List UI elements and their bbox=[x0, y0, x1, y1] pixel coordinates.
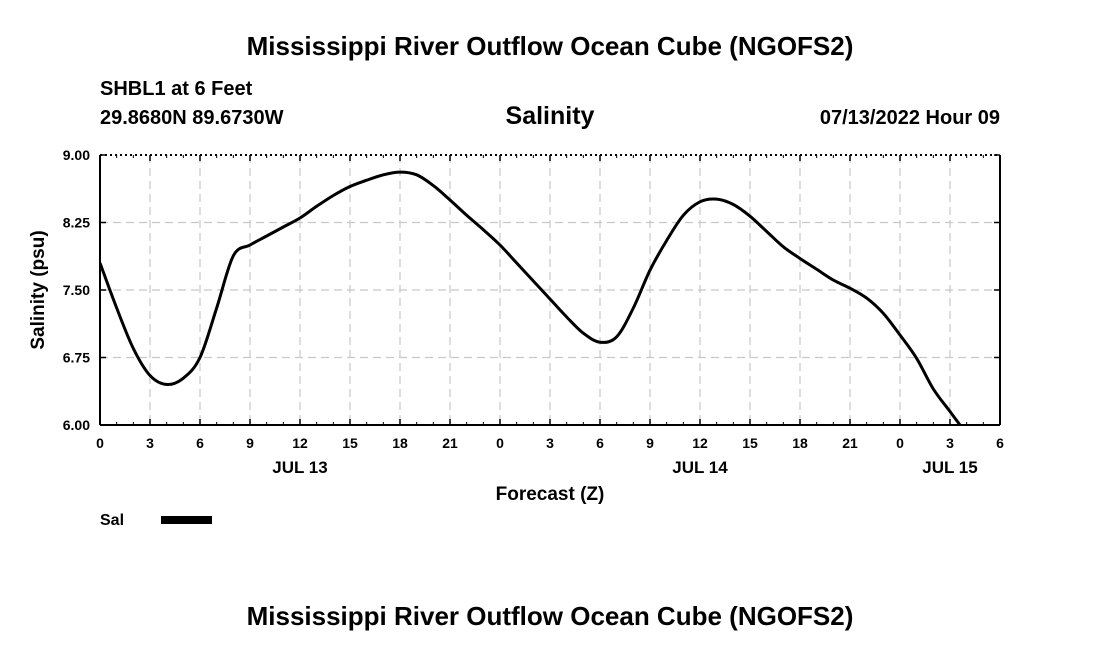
x-tick-label: 12 bbox=[692, 435, 708, 451]
x-tick-label: 3 bbox=[946, 435, 954, 451]
x-tick-label: 21 bbox=[842, 435, 858, 451]
forecast-datetime: 07/13/2022 Hour 09 bbox=[820, 107, 1000, 129]
axes: 0 3 6 9 12 15 18 21 0 3 6 9 12 15 18 21 0 3 6 6.00 6.75 7.50 8… bbox=[63, 147, 1004, 477]
x-tick-label: 0 bbox=[96, 435, 104, 451]
x-tick-label: 21 bbox=[442, 435, 458, 451]
footer-title: Mississippi River Outflow Ocean Cube (NG… bbox=[247, 601, 854, 631]
x-tick-label: 6 bbox=[996, 435, 1004, 451]
x-axis-label: Forecast (Z) bbox=[496, 484, 605, 505]
x-tick-label: 6 bbox=[196, 435, 204, 451]
x-tick-label: 9 bbox=[246, 435, 254, 451]
legend-swatch bbox=[161, 516, 212, 524]
y-tick-label: 6.75 bbox=[63, 350, 90, 366]
x-tick-label: 9 bbox=[646, 435, 654, 451]
legend-label: Sal bbox=[100, 512, 124, 529]
x-tick-label: 0 bbox=[896, 435, 904, 451]
grid bbox=[100, 155, 1000, 425]
y-tick-label: 6.00 bbox=[63, 417, 90, 433]
x-tick-label: 15 bbox=[742, 435, 758, 451]
x-tick-label: 15 bbox=[342, 435, 358, 451]
y-tick-label: 8.25 bbox=[63, 215, 90, 231]
series-line-sal bbox=[100, 170, 962, 425]
x-tick-label: 18 bbox=[392, 435, 408, 451]
legend: Sal bbox=[100, 512, 212, 529]
x-tick-label: 3 bbox=[146, 435, 154, 451]
y-tick-label: 7.50 bbox=[63, 282, 90, 298]
x-tick-label: 3 bbox=[546, 435, 554, 451]
x-day-label: JUL 13 bbox=[272, 458, 327, 477]
variable-title: Salinity bbox=[506, 102, 595, 130]
y-tick-label: 9.00 bbox=[63, 147, 90, 163]
x-tick-label: 12 bbox=[292, 435, 308, 451]
x-day-label: JUL 15 bbox=[922, 458, 977, 477]
coordinates-label: 29.8680N 89.6730W bbox=[100, 107, 284, 129]
station-label: SHBL1 at 6 Feet bbox=[100, 78, 253, 100]
x-day-label: JUL 14 bbox=[672, 458, 728, 477]
y-axis-label: Salinity (psu) bbox=[28, 230, 49, 349]
x-tick-label: 18 bbox=[792, 435, 808, 451]
chart-title: Mississippi River Outflow Ocean Cube (NG… bbox=[247, 31, 854, 61]
plot-area bbox=[100, 170, 962, 425]
x-tick-label: 6 bbox=[596, 435, 604, 451]
x-tick-label: 0 bbox=[496, 435, 504, 451]
